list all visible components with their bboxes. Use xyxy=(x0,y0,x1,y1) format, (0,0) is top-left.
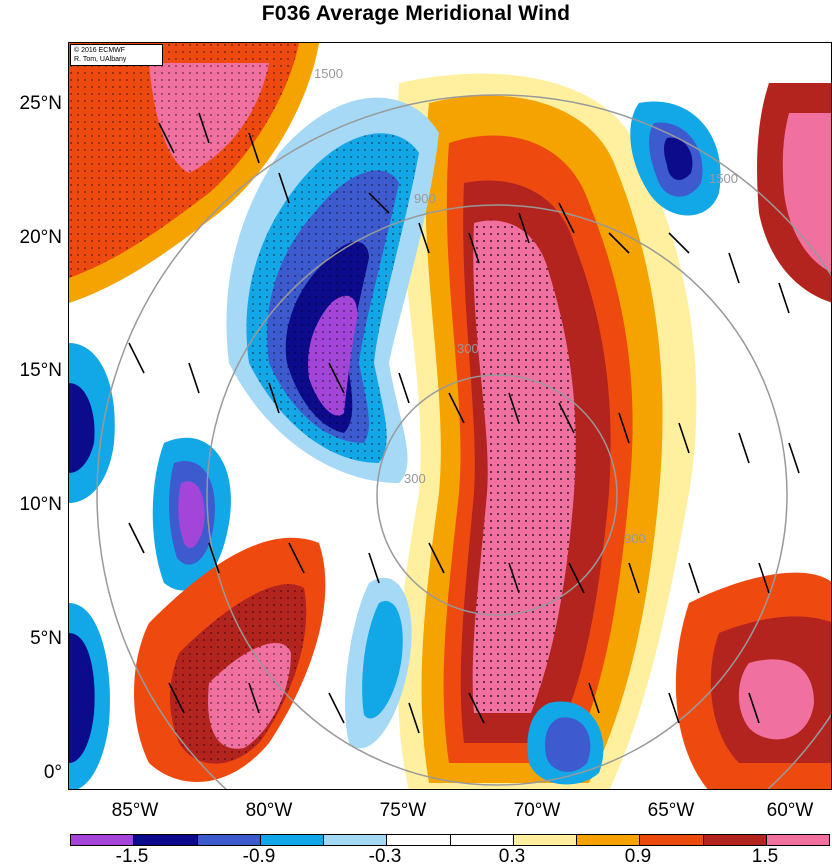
map-plot: 300 300 900 900 1500 1500 xyxy=(68,42,832,790)
colorbar-swatch-2 xyxy=(197,835,261,845)
credit-box: © 2016 ECMWF R. Tom, UAlbany xyxy=(70,44,163,66)
colorbar-swatch-1 xyxy=(134,835,198,845)
lat-label: 20°N xyxy=(19,227,62,248)
wind-field: 300 300 900 900 1500 1500 xyxy=(69,43,831,789)
range-ring-labels: 300 300 900 900 1500 1500 xyxy=(314,66,738,546)
colorbar-swatch-5 xyxy=(387,835,451,845)
colorbar-swatch-3 xyxy=(260,835,324,845)
lon-label: 70°W xyxy=(513,800,561,821)
lat-label: 0° xyxy=(43,762,62,783)
colorbar-label: 0.9 xyxy=(624,846,652,867)
lon-label: 85°W xyxy=(111,800,159,821)
colorbar-swatch-7 xyxy=(513,835,577,845)
wind-barbs xyxy=(128,112,800,734)
colorbar-label: 1.5 xyxy=(751,846,779,867)
lat-label: 5°N xyxy=(30,628,62,649)
colorbar-swatch-11 xyxy=(766,835,829,845)
colorbar-swatch-9 xyxy=(640,835,704,845)
colorbar-swatch-0 xyxy=(71,835,135,845)
colorbar-swatch-6 xyxy=(450,835,514,845)
lon-label: 60°W xyxy=(766,800,814,821)
lon-label: 75°W xyxy=(379,800,427,821)
svg-text:1500: 1500 xyxy=(314,66,343,81)
svg-text:900: 900 xyxy=(414,191,436,206)
colorbar-swatch-8 xyxy=(577,835,641,845)
credit-line-1: © 2016 ECMWF xyxy=(74,47,126,54)
lon-label: 65°W xyxy=(647,800,695,821)
svg-text:1500: 1500 xyxy=(709,171,738,186)
colorbar-swatch-10 xyxy=(703,835,767,845)
colorbar-label: 0.3 xyxy=(498,846,526,867)
colorbar-swatch-4 xyxy=(324,835,388,845)
svg-text:300: 300 xyxy=(404,471,426,486)
credit-line-2: R. Tom, UAlbany xyxy=(74,56,127,63)
range-rings xyxy=(96,94,831,789)
lat-label: 15°N xyxy=(19,360,62,381)
lat-label: 25°N xyxy=(19,93,62,114)
lat-label: 10°N xyxy=(19,494,62,515)
colorbar-label: -1.5 xyxy=(115,846,149,867)
colorbar-label: -0.9 xyxy=(242,846,276,867)
west-negative-navy xyxy=(69,383,95,473)
lon-label: 80°W xyxy=(245,800,293,821)
colorbar-label: -0.3 xyxy=(368,846,402,867)
map-title: F036 Average Meridional Wind xyxy=(261,2,571,25)
svg-text:300: 300 xyxy=(457,341,479,356)
svg-text:900: 900 xyxy=(624,531,646,546)
colorbar xyxy=(70,834,830,846)
